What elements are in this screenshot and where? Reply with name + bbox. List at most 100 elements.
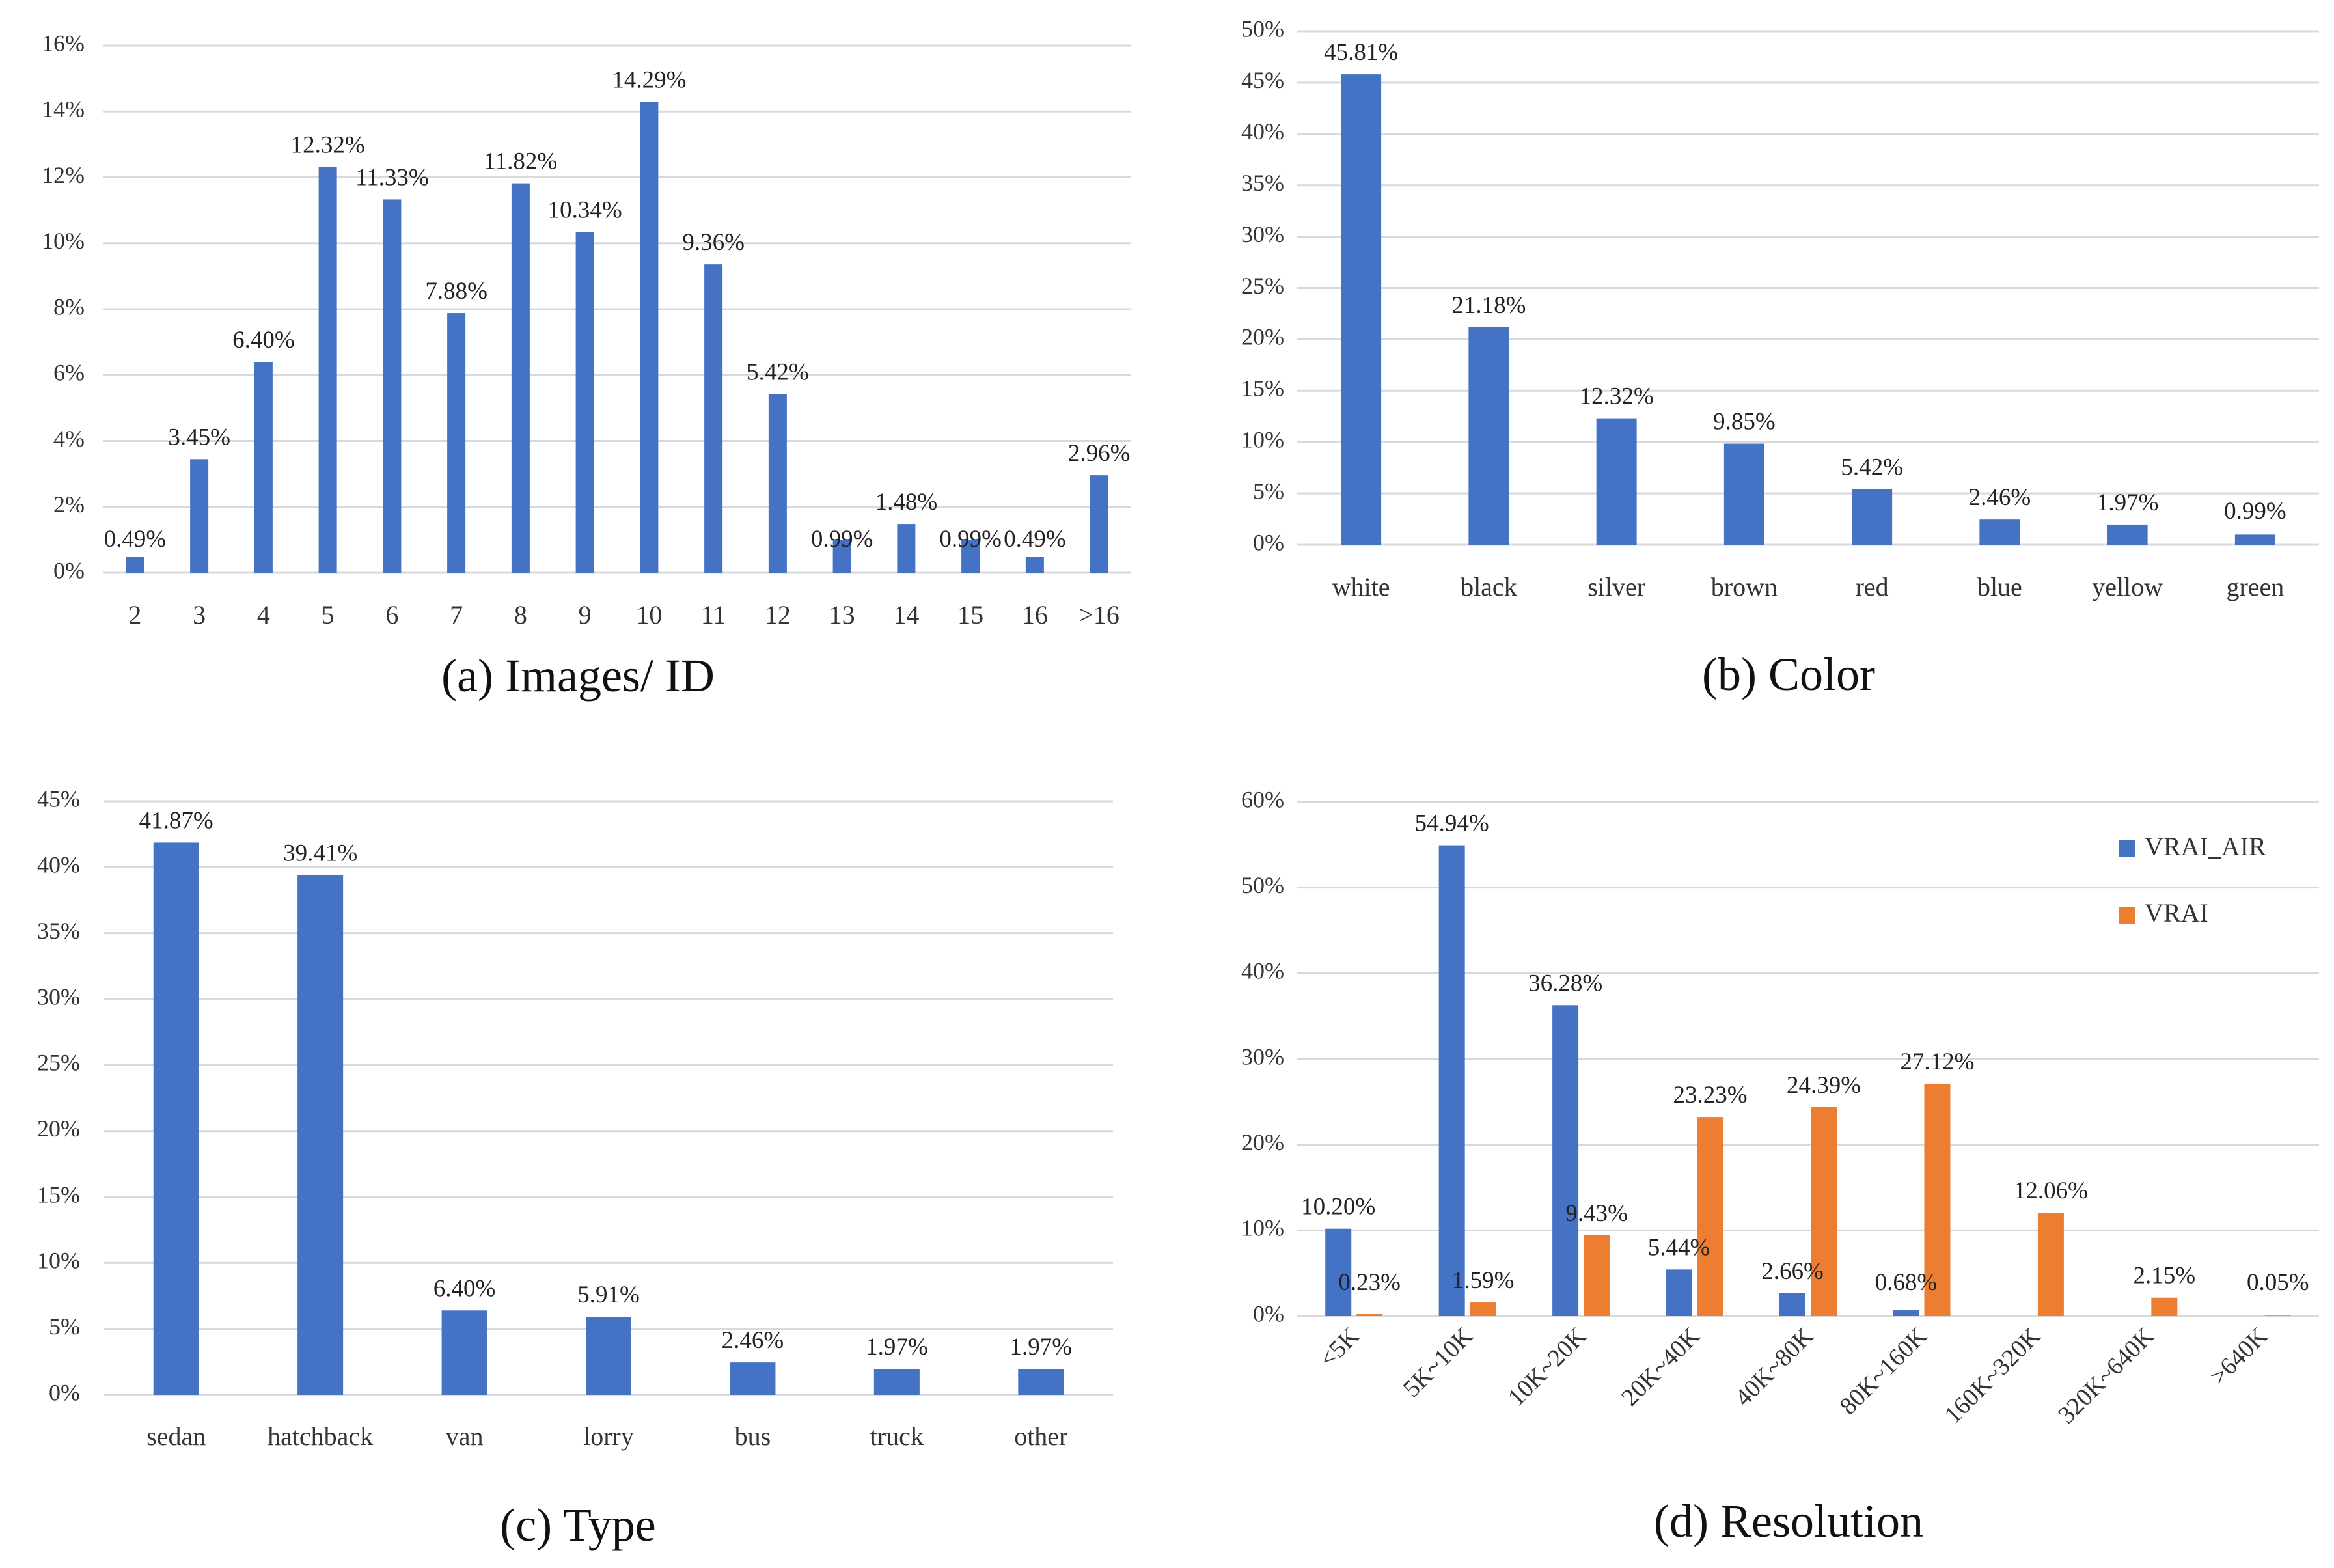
x-tick-label: 16 (1022, 600, 1048, 629)
x-tick-label: 11 (701, 600, 726, 629)
x-tick-label: van (446, 1422, 484, 1451)
data-labels: 0.49% 3.45% 6.40% 12.32% 11.33% 7.88% 11.82% 10… (104, 67, 1131, 553)
data-label: 14.29% (612, 67, 686, 94)
bar (2107, 524, 2148, 545)
y-axis-ticks: 0% 2% 4% 6% 8% 10% 12% 14% 16% (42, 30, 85, 583)
x-tick-label: 5K~10K (1398, 1322, 1479, 1403)
data-label: 3.45% (168, 424, 230, 450)
data-label: 21.18% (1451, 292, 1526, 319)
data-label: 10.20% (1301, 1194, 1375, 1220)
bar (2234, 534, 2275, 545)
data-labels: 41.87% 39.41% 6.40% 5.91% 2.46% 1.97% 1.97% (139, 807, 1072, 1360)
data-label: 9.85% (1713, 409, 1776, 435)
bar (383, 199, 402, 573)
x-tick-label: silver (1587, 572, 1645, 601)
y-tick-label: 0% (53, 557, 85, 583)
x-tick-label: 7 (450, 600, 463, 629)
bar (640, 102, 659, 573)
bar (961, 540, 980, 573)
data-label: 9.36% (682, 229, 745, 256)
data-label: 2.46% (722, 1327, 784, 1354)
bar (768, 394, 787, 573)
bar (1438, 845, 1465, 1316)
data-label: 12.32% (291, 131, 365, 158)
y-tick-label: 10% (42, 228, 85, 254)
data-label: 0.99% (939, 526, 1002, 553)
y-tick-label: 20% (37, 1116, 80, 1142)
y-tick-label: 5% (49, 1314, 80, 1340)
bar (704, 264, 723, 573)
y-tick-label: 35% (37, 918, 80, 944)
data-label: 7.88% (425, 278, 487, 305)
chart-caption: (b) Color (1702, 648, 1875, 700)
x-tick-label: red (1856, 572, 1889, 601)
data-label: 0.05% (2247, 1269, 2309, 1296)
legend-label-vrai: VRAI (2145, 898, 2208, 928)
bar (153, 842, 199, 1395)
chart-type: 0% 5% 10% 15% 20% 25% 30% 35% 40% 45% 41.87% 39.41… (37, 786, 1113, 1551)
bar (1325, 1228, 1352, 1316)
bar (832, 540, 851, 573)
data-label: 12.32% (1580, 383, 1654, 410)
y-tick-label: 4% (53, 426, 85, 452)
bar (1924, 1083, 1951, 1316)
data-label: 54.94% (1415, 810, 1489, 837)
bar (190, 459, 209, 573)
bar (447, 313, 466, 573)
y-axis-ticks: 0% 5% 10% 15% 20% 25% 30% 35% 40% 45% 50% (1241, 16, 1284, 555)
data-label: 5.44% (1648, 1234, 1710, 1261)
x-tick-label: sedan (146, 1422, 206, 1451)
x-tick-label: other (1014, 1422, 1067, 1451)
x-tick-label: blue (1977, 572, 2022, 601)
data-label: 41.87% (139, 807, 213, 834)
x-tick-label: 10K~20K (1503, 1322, 1592, 1411)
bar (126, 557, 144, 573)
x-tick-label: 14 (893, 600, 919, 629)
y-tick-label: 10% (1241, 426, 1284, 452)
data-label: 10.34% (548, 197, 622, 224)
y-tick-label: 12% (42, 162, 85, 188)
bar (897, 524, 916, 573)
y-tick-label: 30% (1241, 1043, 1284, 1069)
bar (511, 183, 530, 573)
bar (1811, 1107, 1837, 1316)
data-label: 39.41% (283, 840, 357, 866)
x-tick-label: green (2226, 572, 2284, 601)
data-label: 0.23% (1338, 1269, 1401, 1296)
bar (318, 167, 337, 573)
y-tick-label: 60% (1241, 786, 1284, 812)
y-tick-label: 16% (42, 30, 85, 56)
y-tick-label: 0% (49, 1379, 80, 1405)
bar (1697, 1117, 1723, 1316)
chart-caption: (a) Images/ ID (441, 650, 715, 702)
y-tick-label: 40% (37, 852, 80, 878)
bars (1325, 845, 2291, 1316)
y-tick-label: 0% (1253, 1300, 1284, 1327)
y-axis-ticks: 0% 10% 20% 30% 40% 50% 60% (1241, 786, 1284, 1327)
y-tick-label: 40% (1241, 118, 1284, 144)
bar (1779, 1293, 1805, 1316)
bar (1018, 1369, 1064, 1395)
gridlines (1297, 801, 2319, 1317)
data-label: 11.82% (484, 148, 558, 175)
x-axis-ticks: <5K 5K~10K 10K~20K 20K~40K 40K~80K 80K~160K 16… (1314, 1322, 2273, 1429)
x-tick-label: 5 (322, 600, 335, 629)
x-axis-ticks: white black silver brown red blue yellow green (1332, 572, 2285, 601)
y-tick-label: 6% (53, 360, 85, 386)
y-tick-label: 25% (37, 1050, 80, 1076)
bars (126, 102, 1108, 573)
data-label: 5.91% (577, 1282, 640, 1308)
y-tick-label: 30% (37, 983, 80, 1010)
chart-caption: (c) Type (500, 1499, 656, 1551)
bar (254, 362, 273, 573)
gridlines (104, 800, 1113, 1396)
x-tick-label: bus (735, 1422, 771, 1451)
y-tick-label: 10% (37, 1248, 80, 1274)
data-label: 12.06% (2014, 1177, 2088, 1204)
bar (1468, 327, 1509, 545)
x-tick-label: black (1461, 572, 1517, 601)
y-tick-label: 10% (1241, 1215, 1284, 1241)
data-label: 24.39% (1787, 1072, 1861, 1099)
x-tick-label: 6 (385, 600, 398, 629)
x-tick-label: 20K~40K (1616, 1322, 1705, 1411)
